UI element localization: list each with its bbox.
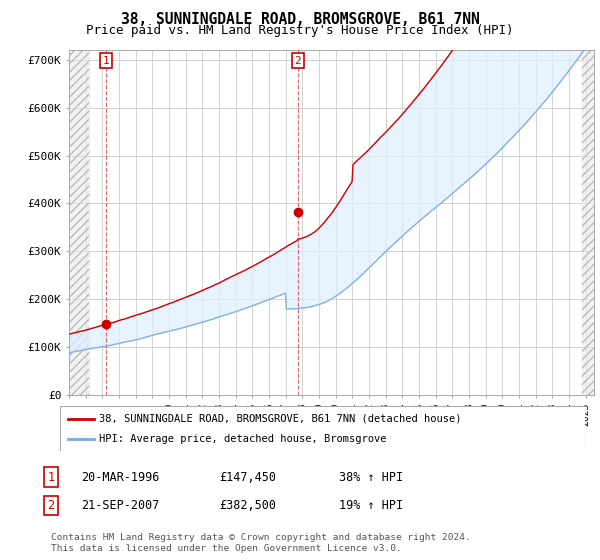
Text: 2: 2 <box>294 55 301 66</box>
Text: HPI: Average price, detached house, Bromsgrove: HPI: Average price, detached house, Brom… <box>100 434 387 444</box>
Text: Contains HM Land Registry data © Crown copyright and database right 2024.
This d: Contains HM Land Registry data © Crown c… <box>51 533 471 553</box>
Text: 1: 1 <box>47 470 55 484</box>
Text: 38% ↑ HPI: 38% ↑ HPI <box>339 470 403 484</box>
Bar <box>69 50 89 395</box>
Text: 19% ↑ HPI: 19% ↑ HPI <box>339 499 403 512</box>
Text: 1: 1 <box>103 55 109 66</box>
Bar <box>583 50 594 395</box>
Text: £147,450: £147,450 <box>219 470 276 484</box>
Bar <box>583 50 594 395</box>
Text: 21-SEP-2007: 21-SEP-2007 <box>81 499 160 512</box>
Text: 38, SUNNINGDALE ROAD, BROMSGROVE, B61 7NN (detached house): 38, SUNNINGDALE ROAD, BROMSGROVE, B61 7N… <box>100 413 462 423</box>
Text: Price paid vs. HM Land Registry's House Price Index (HPI): Price paid vs. HM Land Registry's House … <box>86 24 514 36</box>
Text: 20-MAR-1996: 20-MAR-1996 <box>81 470 160 484</box>
Text: £382,500: £382,500 <box>219 499 276 512</box>
Text: 38, SUNNINGDALE ROAD, BROMSGROVE, B61 7NN: 38, SUNNINGDALE ROAD, BROMSGROVE, B61 7N… <box>121 12 479 27</box>
Text: 2: 2 <box>47 499 55 512</box>
Bar <box>69 50 89 395</box>
